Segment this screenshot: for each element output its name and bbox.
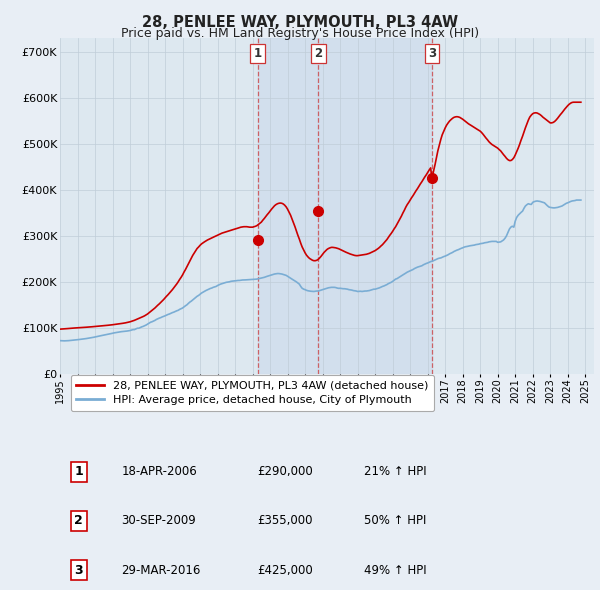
Text: Price paid vs. HM Land Registry's House Price Index (HPI): Price paid vs. HM Land Registry's House … (121, 27, 479, 40)
Text: 2: 2 (74, 514, 83, 527)
Legend: 28, PENLEE WAY, PLYMOUTH, PL3 4AW (detached house), HPI: Average price, detached: 28, PENLEE WAY, PLYMOUTH, PL3 4AW (detac… (71, 375, 434, 411)
Text: £355,000: £355,000 (257, 514, 313, 527)
Bar (257, 38, 318, 373)
Text: 3: 3 (428, 47, 436, 60)
Text: 50% ↑ HPI: 50% ↑ HPI (364, 514, 427, 527)
Text: 29-MAR-2016: 29-MAR-2016 (121, 563, 201, 576)
Text: £290,000: £290,000 (257, 466, 313, 478)
Text: 21% ↑ HPI: 21% ↑ HPI (364, 466, 427, 478)
Text: 30-SEP-2009: 30-SEP-2009 (121, 514, 196, 527)
Text: 1: 1 (254, 47, 262, 60)
Bar (318, 38, 432, 373)
Text: 28, PENLEE WAY, PLYMOUTH, PL3 4AW: 28, PENLEE WAY, PLYMOUTH, PL3 4AW (142, 15, 458, 30)
Text: 49% ↑ HPI: 49% ↑ HPI (364, 563, 427, 576)
Text: £425,000: £425,000 (257, 563, 313, 576)
Text: 3: 3 (74, 563, 83, 576)
Text: 2: 2 (314, 47, 322, 60)
Text: 1: 1 (74, 466, 83, 478)
Text: 18-APR-2006: 18-APR-2006 (121, 466, 197, 478)
